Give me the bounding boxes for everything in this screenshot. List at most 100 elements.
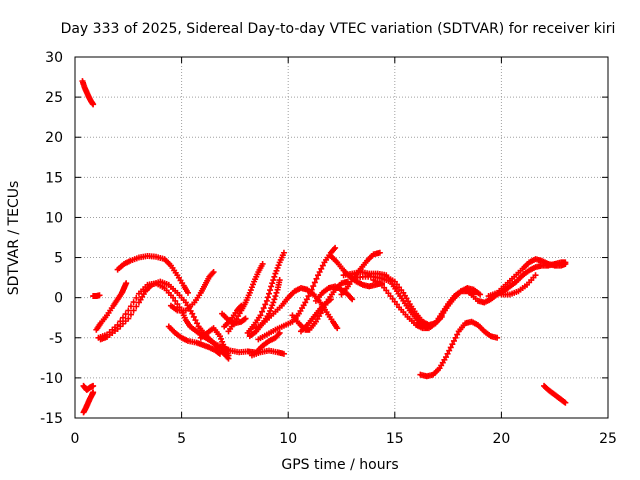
- data-point: [96, 292, 103, 299]
- data-point: [90, 382, 97, 389]
- data-point: [250, 281, 257, 288]
- data-point: [190, 313, 197, 320]
- data-point: [273, 289, 280, 296]
- data-point: [268, 305, 275, 312]
- data-point: [133, 294, 140, 301]
- y-tick-label: 15: [45, 170, 63, 186]
- data-point: [264, 294, 271, 301]
- data-series: [221, 302, 245, 330]
- data-series: [225, 260, 266, 335]
- data-point: [349, 296, 356, 303]
- data-point: [184, 289, 191, 296]
- data-series: [417, 318, 501, 380]
- data-point: [127, 303, 134, 310]
- grid: [75, 57, 608, 418]
- data-series: [80, 382, 97, 393]
- data-point: [274, 264, 281, 271]
- data-series: [90, 292, 103, 300]
- data-point: [246, 289, 253, 296]
- data-point: [313, 275, 320, 282]
- data-point: [562, 399, 569, 406]
- data-point: [334, 325, 341, 332]
- y-axis-label: SDTVAR / TECUs: [6, 181, 22, 296]
- y-tick-label: 25: [45, 90, 63, 106]
- y-tick-label: 10: [45, 210, 63, 226]
- y-tick-label: -10: [40, 371, 63, 387]
- data-series: [79, 78, 97, 108]
- data-point: [90, 389, 97, 396]
- data-series: [114, 252, 191, 296]
- plot-frame: [74, 56, 609, 419]
- data-point: [220, 341, 227, 348]
- data-point: [192, 317, 199, 324]
- data-point: [276, 277, 283, 284]
- data-point: [174, 301, 181, 308]
- data-point: [269, 302, 276, 309]
- data-series: [297, 296, 334, 335]
- x-tick-label: 5: [177, 431, 186, 447]
- data-series: [383, 273, 445, 328]
- data-point: [311, 279, 318, 286]
- data-point: [276, 329, 283, 336]
- data-point: [130, 307, 137, 314]
- data-point: [133, 303, 140, 310]
- data-point: [170, 294, 177, 301]
- data-point: [242, 315, 249, 322]
- data-point: [454, 331, 461, 338]
- data-point: [280, 249, 287, 256]
- data-point: [494, 334, 501, 341]
- y-tick-label: -15: [40, 411, 63, 427]
- data-point: [271, 296, 278, 303]
- data-point: [218, 335, 225, 342]
- x-axis-label: GPS time / hours: [281, 457, 398, 473]
- data-point: [189, 310, 196, 317]
- x-tick-label: 25: [599, 431, 617, 447]
- data-point: [127, 311, 134, 318]
- data-point: [332, 244, 339, 251]
- data-point: [319, 262, 326, 269]
- data-point: [269, 280, 276, 287]
- data-series: [93, 280, 130, 333]
- data-point: [268, 283, 275, 290]
- data-point: [438, 313, 445, 320]
- y-tick-label: 20: [45, 130, 63, 146]
- data-point: [247, 287, 254, 294]
- data-point: [305, 293, 312, 300]
- data-point: [194, 320, 201, 327]
- data-point: [172, 297, 179, 304]
- data-point: [272, 293, 279, 300]
- axis-ticks: 0 5 10 15 20 25 -15 -10 -5 0 5 10 15 20 25 30: [40, 50, 617, 447]
- data-point: [303, 296, 310, 303]
- data-point: [273, 267, 280, 274]
- data-point: [125, 307, 132, 314]
- data-series: [349, 273, 484, 330]
- data-point: [238, 302, 245, 309]
- data-point: [302, 299, 309, 306]
- data-point: [270, 299, 277, 306]
- data-series: [485, 256, 569, 300]
- data-point: [326, 297, 333, 304]
- x-tick-label: 20: [492, 431, 510, 447]
- data-series: [248, 347, 287, 359]
- data-point: [275, 262, 282, 269]
- data-point: [446, 347, 453, 354]
- data-point: [262, 301, 269, 308]
- data-series: [80, 389, 97, 416]
- data-points: [79, 78, 569, 416]
- data-point: [315, 272, 322, 279]
- data-point: [123, 280, 130, 287]
- data-point: [562, 260, 569, 267]
- data-point: [130, 299, 137, 306]
- data-point: [248, 284, 255, 291]
- data-point: [260, 305, 267, 312]
- data-series: [165, 323, 223, 357]
- data-point: [259, 260, 266, 267]
- data-point: [442, 354, 449, 361]
- data-point: [215, 350, 222, 357]
- y-tick-label: 5: [54, 251, 63, 267]
- data-series: [541, 382, 569, 406]
- data-point: [271, 273, 278, 280]
- data-point: [257, 312, 264, 319]
- y-tick-label: 30: [45, 50, 63, 66]
- data-point: [270, 277, 277, 284]
